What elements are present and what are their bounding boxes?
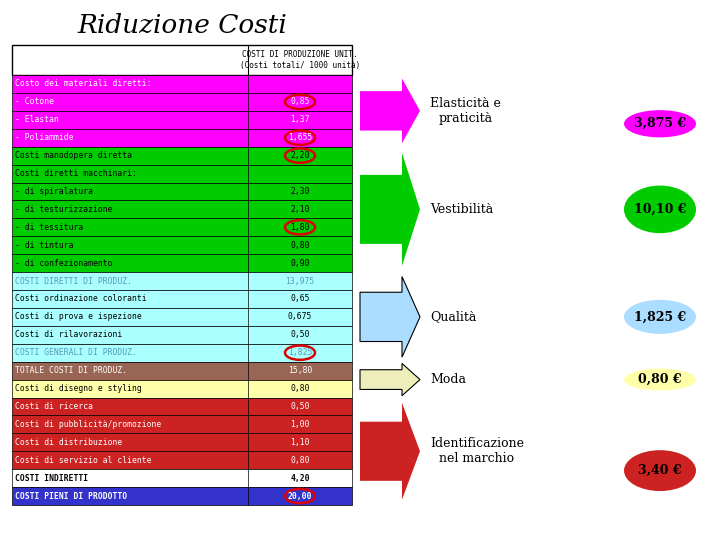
Text: Costi di rilavorazioni: Costi di rilavorazioni: [15, 330, 122, 339]
Bar: [12, 344, 352, 362]
Bar: [12, 272, 352, 290]
Text: 0,675: 0,675: [288, 312, 312, 321]
Text: - di tessitura: - di tessitura: [15, 223, 84, 232]
Text: 15,80: 15,80: [288, 366, 312, 375]
Ellipse shape: [624, 110, 696, 137]
Text: 2,30: 2,30: [290, 187, 310, 196]
Ellipse shape: [624, 369, 696, 390]
Polygon shape: [360, 403, 420, 500]
Text: 10,10 €: 10,10 €: [634, 203, 686, 216]
Polygon shape: [360, 153, 420, 266]
Ellipse shape: [624, 186, 696, 233]
Text: 3,40 €: 3,40 €: [638, 464, 682, 477]
Bar: [12, 254, 352, 272]
Text: 1,655: 1,655: [288, 133, 312, 142]
Bar: [12, 397, 352, 415]
Text: - di testurizzazione: - di testurizzazione: [15, 205, 112, 214]
Text: 13,975: 13,975: [285, 276, 315, 286]
Text: 2,20: 2,20: [290, 151, 310, 160]
Bar: [12, 147, 352, 165]
Text: 1,80: 1,80: [290, 223, 310, 232]
Text: 4,20: 4,20: [290, 474, 310, 483]
Text: 1,825: 1,825: [288, 348, 312, 357]
Text: COSTI INDIRETTI: COSTI INDIRETTI: [15, 474, 88, 483]
Text: Costi di pubblicità/promozione: Costi di pubblicità/promozione: [15, 420, 161, 429]
Text: Riduzione Costi: Riduzione Costi: [77, 13, 287, 38]
Text: - Cotone: - Cotone: [15, 97, 54, 106]
Text: 0,90: 0,90: [290, 259, 310, 268]
Bar: [12, 75, 352, 93]
Bar: [12, 469, 352, 487]
Ellipse shape: [624, 450, 696, 491]
Text: 0,80: 0,80: [290, 456, 310, 465]
Bar: [12, 45, 352, 75]
Bar: [12, 129, 352, 147]
Text: - Poliammide: - Poliammide: [15, 133, 73, 142]
Text: Qualità: Qualità: [430, 310, 477, 323]
Text: COSTI PIENI DI PRODOTTO: COSTI PIENI DI PRODOTTO: [15, 491, 127, 501]
Text: 0,85: 0,85: [290, 97, 310, 106]
Text: 0,50: 0,50: [290, 330, 310, 339]
Bar: [12, 165, 352, 183]
Text: 0,80: 0,80: [290, 241, 310, 249]
Text: Costi manodopera diretta: Costi manodopera diretta: [15, 151, 132, 160]
Text: 1,825 €: 1,825 €: [634, 310, 686, 323]
Text: 0,80 €: 0,80 €: [638, 373, 682, 386]
Text: COSTI DIRETTI DI PRODUZ.: COSTI DIRETTI DI PRODUZ.: [15, 276, 132, 286]
Text: - Elastan: - Elastan: [15, 116, 59, 124]
Text: Moda: Moda: [430, 373, 466, 386]
Text: 20,00: 20,00: [288, 491, 312, 501]
Text: Costi di prova e ispezione: Costi di prova e ispezione: [15, 312, 142, 321]
Polygon shape: [360, 276, 420, 357]
Polygon shape: [360, 79, 420, 143]
Bar: [12, 326, 352, 344]
Bar: [12, 308, 352, 326]
Text: Costi di distribuzione: Costi di distribuzione: [15, 438, 122, 447]
Text: 3,875 €: 3,875 €: [634, 117, 686, 130]
Text: 0,65: 0,65: [290, 294, 310, 303]
Text: Costi di servizio al cliente: Costi di servizio al cliente: [15, 456, 151, 465]
Text: Costi ordinazione coloranti: Costi ordinazione coloranti: [15, 294, 147, 303]
Polygon shape: [360, 363, 420, 396]
Bar: [12, 415, 352, 433]
Bar: [12, 433, 352, 451]
Text: 0,50: 0,50: [290, 402, 310, 411]
Text: TOTALE COSTI DI PRODUZ.: TOTALE COSTI DI PRODUZ.: [15, 366, 127, 375]
Text: 1,00: 1,00: [290, 420, 310, 429]
Bar: [12, 218, 352, 237]
Bar: [12, 290, 352, 308]
Bar: [12, 451, 352, 469]
Text: Costi di ricerca: Costi di ricerca: [15, 402, 93, 411]
Text: Vestibilità: Vestibilità: [430, 203, 493, 216]
Bar: [12, 380, 352, 397]
Text: COSTI GENERALI DI PRODUZ.: COSTI GENERALI DI PRODUZ.: [15, 348, 137, 357]
Text: 2,10: 2,10: [290, 205, 310, 214]
Text: Costi diretti macchinari:: Costi diretti macchinari:: [15, 169, 137, 178]
Text: 1,37: 1,37: [290, 116, 310, 124]
Bar: [12, 93, 352, 111]
Text: COSTI DI PRODUZIONE UNIT.
(Costi totali/ 1000 unità): COSTI DI PRODUZIONE UNIT. (Costi totali/…: [240, 50, 360, 70]
Text: Costo dei materiali diretti:: Costo dei materiali diretti:: [15, 79, 151, 89]
Text: Elasticità e
praticità: Elasticità e praticità: [430, 97, 501, 125]
Text: - di tintura: - di tintura: [15, 241, 73, 249]
Text: Costi di disegno e styling: Costi di disegno e styling: [15, 384, 142, 393]
Ellipse shape: [624, 300, 696, 334]
Bar: [12, 237, 352, 254]
Text: Identificazione
nel marchio: Identificazione nel marchio: [430, 437, 524, 465]
Bar: [12, 487, 352, 505]
Bar: [12, 200, 352, 218]
Text: - di confezionamento: - di confezionamento: [15, 259, 112, 268]
Bar: [12, 362, 352, 380]
Text: - di spiralatura: - di spiralatura: [15, 187, 93, 196]
Text: 0,80: 0,80: [290, 384, 310, 393]
Bar: [12, 183, 352, 200]
Text: 1,10: 1,10: [290, 438, 310, 447]
Bar: [12, 111, 352, 129]
